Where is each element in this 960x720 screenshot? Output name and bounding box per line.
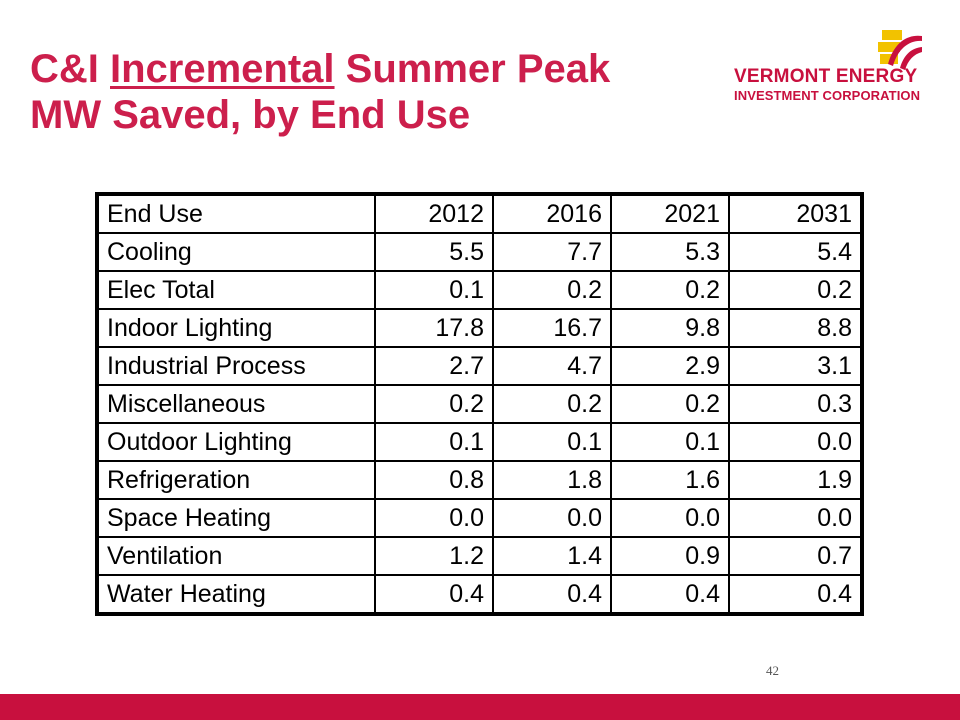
table-row: Space Heating 0.0 0.0 0.0 0.0: [98, 499, 861, 537]
logo-text-line-1: VERMONT ENERGY: [734, 66, 918, 87]
value-cell: 0.9: [611, 537, 729, 575]
page-number: 42: [766, 663, 779, 678]
slide-title: C&I Incremental Summer Peak MW Saved, by…: [30, 46, 730, 138]
value-cell: 0.2: [493, 271, 611, 309]
value-cell: 5.5: [375, 233, 493, 271]
value-cell: 1.4: [493, 537, 611, 575]
table-row: Cooling 5.5 7.7 5.3 5.4: [98, 233, 861, 271]
value-cell: 5.3: [611, 233, 729, 271]
value-cell: 0.4: [729, 575, 861, 613]
value-cell: 2.9: [611, 347, 729, 385]
veic-logo: VERMONT ENERGY INVESTMENT CORPORATION: [730, 28, 925, 108]
title-suffix: Summer Peak: [334, 47, 611, 91]
value-cell: 0.4: [611, 575, 729, 613]
value-cell: 0.0: [375, 499, 493, 537]
end-use-cell: Refrigeration: [98, 461, 375, 499]
value-cell: 4.7: [493, 347, 611, 385]
value-cell: 0.2: [729, 271, 861, 309]
end-use-cell: Cooling: [98, 233, 375, 271]
value-cell: 8.8: [729, 309, 861, 347]
value-cell: 1.6: [611, 461, 729, 499]
value-cell: 0.0: [611, 499, 729, 537]
value-cell: 0.0: [493, 499, 611, 537]
title-prefix: C&I: [30, 47, 110, 91]
value-cell: 0.1: [611, 423, 729, 461]
value-cell: 1.2: [375, 537, 493, 575]
table-row: Elec Total 0.1 0.2 0.2 0.2: [98, 271, 861, 309]
value-cell: 0.2: [611, 271, 729, 309]
table-row: Refrigeration 0.8 1.8 1.6 1.9: [98, 461, 861, 499]
table-header-row: End Use 2012 2016 2021 2031: [98, 195, 861, 233]
value-cell: 0.2: [375, 385, 493, 423]
value-cell: 0.4: [493, 575, 611, 613]
end-use-table: End Use 2012 2016 2021 2031 Cooling 5.5 7.…: [95, 192, 864, 616]
end-use-cell: Indoor Lighting: [98, 309, 375, 347]
value-cell: 1.8: [493, 461, 611, 499]
table-row: Miscellaneous 0.2 0.2 0.2 0.3: [98, 385, 861, 423]
value-cell: 0.1: [375, 271, 493, 309]
table-row: Water Heating 0.4 0.4 0.4 0.4: [98, 575, 861, 613]
end-use-cell: Miscellaneous: [98, 385, 375, 423]
value-cell: 5.4: [729, 233, 861, 271]
value-cell: 0.3: [729, 385, 861, 423]
value-cell: 0.0: [729, 423, 861, 461]
end-use-cell: Water Heating: [98, 575, 375, 613]
title-underlined-word: Incremental: [110, 47, 335, 91]
end-use-cell: Outdoor Lighting: [98, 423, 375, 461]
logo-mark-icon: [878, 30, 922, 70]
logo-text-line-2: INVESTMENT CORPORATION: [734, 88, 921, 103]
header-2031: 2031: [729, 195, 861, 233]
value-cell: 2.7: [375, 347, 493, 385]
table-row: Industrial Process 2.7 4.7 2.9 3.1: [98, 347, 861, 385]
header-end-use: End Use: [98, 195, 375, 233]
value-cell: 0.2: [611, 385, 729, 423]
table-row: Outdoor Lighting 0.1 0.1 0.1 0.0: [98, 423, 861, 461]
value-cell: 0.0: [729, 499, 861, 537]
table-row: Indoor Lighting 17.8 16.7 9.8 8.8: [98, 309, 861, 347]
end-use-cell: Industrial Process: [98, 347, 375, 385]
value-cell: 17.8: [375, 309, 493, 347]
value-cell: 0.7: [729, 537, 861, 575]
value-cell: 0.4: [375, 575, 493, 613]
value-cell: 1.9: [729, 461, 861, 499]
header-2021: 2021: [611, 195, 729, 233]
value-cell: 0.1: [493, 423, 611, 461]
value-cell: 9.8: [611, 309, 729, 347]
header-2016: 2016: [493, 195, 611, 233]
end-use-cell: Space Heating: [98, 499, 375, 537]
value-cell: 0.1: [375, 423, 493, 461]
table-row: Ventilation 1.2 1.4 0.9 0.7: [98, 537, 861, 575]
value-cell: 3.1: [729, 347, 861, 385]
bottom-accent-band: [0, 694, 960, 720]
header-2012: 2012: [375, 195, 493, 233]
value-cell: 0.8: [375, 461, 493, 499]
end-use-cell: Ventilation: [98, 537, 375, 575]
value-cell: 7.7: [493, 233, 611, 271]
title-line-2: MW Saved, by End Use: [30, 93, 471, 137]
value-cell: 0.2: [493, 385, 611, 423]
end-use-cell: Elec Total: [98, 271, 375, 309]
value-cell: 16.7: [493, 309, 611, 347]
